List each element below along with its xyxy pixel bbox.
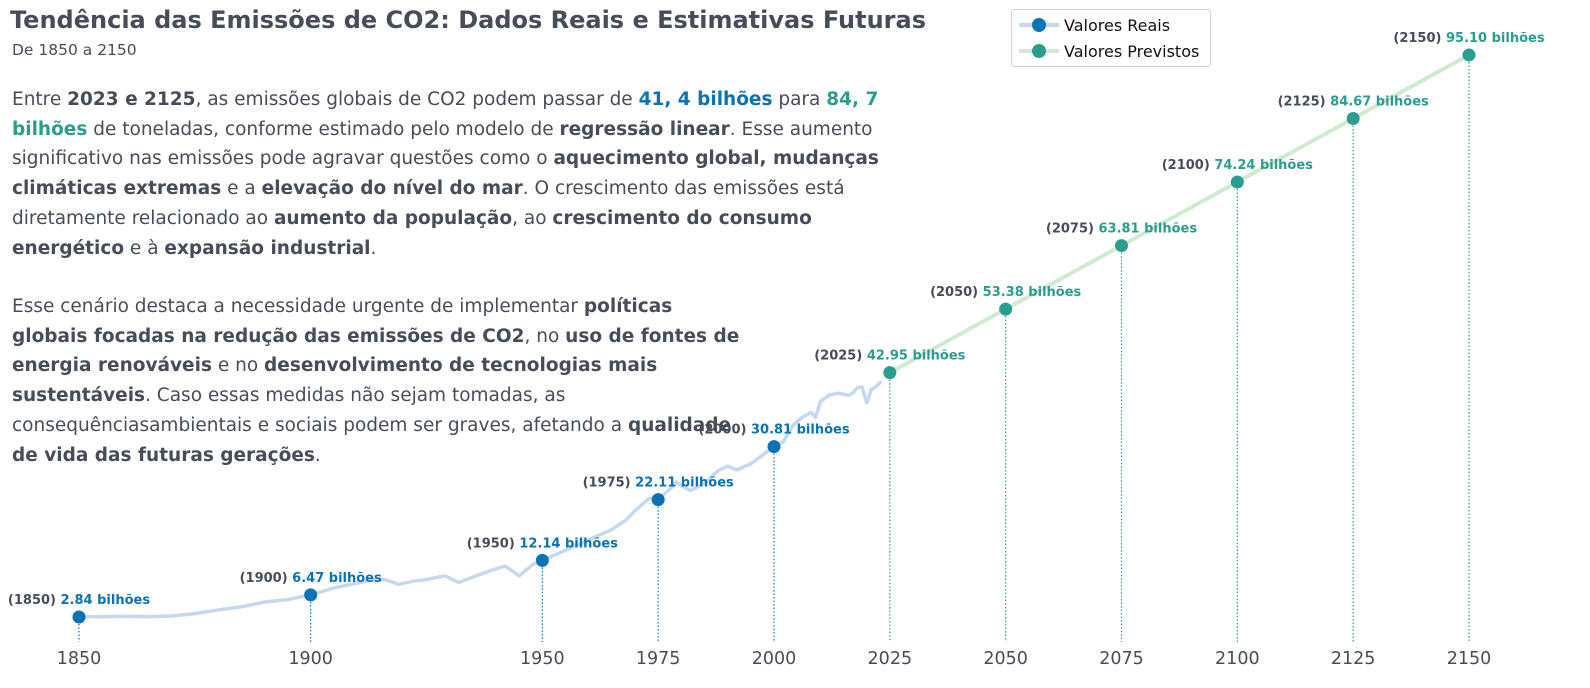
paragraph-segment: . [314,444,321,466]
paragraph-segment: regressão linear [559,118,730,140]
x-tick-label: 2000 [752,649,797,669]
x-tick-label: 1900 [288,649,333,669]
x-tick-label: 1950 [520,649,565,669]
paragraph-segment: aquecimento global, mudanças climáticas … [12,148,879,200]
paragraph-segment: desenvolvimento de tecnologias mais sust… [12,355,658,407]
paragraph-segment: 84, 7 bilhões [12,89,879,140]
real-point [304,588,318,602]
legend-label-forecast: Valores Previstos [1064,42,1200,61]
paragraph-segment: de toneladas, conforme estimado pelo mod… [87,118,560,140]
paragraph-segment: . O crescimento das emissões está direta… [12,178,845,229]
forecast-data-label: (2150) 95.10 bilhões [1393,31,1544,46]
paragraph-segment: Entre [12,89,68,110]
paragraph-segment: crescimento do consumo energético [12,207,812,259]
x-tick-label: 2150 [1447,649,1492,669]
real-data-label: (1975) 22.11 bilhões [583,476,734,491]
x-tick-label: 1850 [57,649,102,669]
forecast-point [1230,175,1244,189]
real-point [535,553,549,567]
legend-item-forecast: Valores Previstos [1012,38,1210,64]
forecast-point [1462,48,1476,62]
chart-legend: Valores Reais Valores Previstos [1011,9,1211,67]
x-tick-label: 1975 [636,649,681,669]
real-data-label: (1900) 6.47 bilhões [240,571,382,586]
x-tick-label: 2075 [1099,649,1144,669]
chart-subtitle: De 1850 a 2150 [12,41,137,59]
paragraph-segment: qualidade de vida das futuras gerações [12,414,732,466]
forecast-point [999,302,1013,316]
real-point [767,440,781,454]
paragraph-segment: e à [124,237,165,259]
real-series-line [77,380,883,619]
paragraph-segment: , as emissões globais de CO2 podem passa… [195,89,639,110]
paragraph-segment: . Esse aumento significativo nas emissõe… [12,118,873,170]
real-data-label: (1850) 2.84 bilhões [8,593,150,608]
real-point [72,610,86,624]
real-point [651,493,665,507]
paragraph-segment: uso de fontes de energia renováveis [12,325,740,377]
paragraph-segment: para [772,89,827,110]
forecast-point [1346,111,1360,125]
forecast-data-label: (2075) 63.81 bilhões [1046,222,1197,237]
forecast-data-label: (2025) 42.95 bilhões [814,349,965,364]
legend-marker-real [1019,18,1059,32]
real-data-label: (2000) 30.81 bilhões [698,423,849,438]
paragraph-segment: expansão industrial [164,237,371,259]
forecast-series-line [887,52,1471,375]
paragraph-segment: , no [524,325,566,347]
x-tick-label: 2125 [1331,649,1376,669]
real-data-label: (1950) 12.14 bilhões [467,536,618,551]
legend-marker-forecast [1019,44,1059,58]
forecast-data-label: (2125) 84.67 bilhões [1278,94,1429,109]
paragraph-segment: , ao [512,207,553,229]
paragraph-segment: e no [211,355,265,377]
description-paragraph-1: Entre 2023 e 2125, as emissões globais d… [12,85,912,263]
paragraph-segment: 2023 e 2125 [67,89,196,110]
x-tick-label: 2100 [1215,649,1260,669]
legend-item-real: Valores Reais [1012,12,1210,38]
forecast-data-label: (2050) 53.38 bilhões [930,285,1081,300]
paragraph-segment: e a [221,178,262,200]
forecast-data-label: (2100) 74.24 bilhões [1162,158,1313,173]
paragraph-segment: Esse cenário destaca a necessidade urgen… [12,296,584,317]
x-tick-label: 2025 [868,649,913,669]
description-paragraph-2: Esse cenário destaca a necessidade urgen… [12,292,742,470]
forecast-point [1115,239,1128,253]
paragraph-segment: aumento da população [273,207,513,229]
paragraph-segment: políticas globais focadas na redução das… [12,296,673,347]
paragraph-segment: 41, 4 bilhões [638,89,773,110]
paragraph-segment: . [370,237,377,259]
paragraph-segment: elevação do nível do mar [261,178,523,200]
x-tick-label: 2050 [983,649,1028,669]
chart-title: Tendência das Emissões de CO2: Dados Rea… [10,6,926,34]
legend-label-real: Valores Reais [1064,16,1171,35]
forecast-point [883,366,897,380]
paragraph-segment: . Caso essas medidas não sejam tomadas, … [12,385,628,436]
